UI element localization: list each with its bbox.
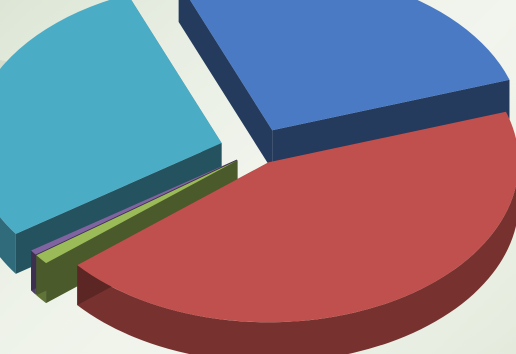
pie-slice-side bbox=[0, 216, 16, 274]
pie-slice bbox=[77, 111, 516, 354]
pie-slice bbox=[178, 0, 510, 171]
pie-slice-top bbox=[77, 111, 516, 323]
pie-slice-side bbox=[77, 185, 516, 354]
pie-slice-top bbox=[0, 0, 222, 234]
pie-slice-top bbox=[31, 159, 237, 255]
pie-slice-cut bbox=[272, 79, 510, 171]
pie-slice-top bbox=[190, 0, 510, 131]
pie-slice-top bbox=[36, 160, 238, 264]
pie-slice-cut bbox=[178, 0, 273, 171]
